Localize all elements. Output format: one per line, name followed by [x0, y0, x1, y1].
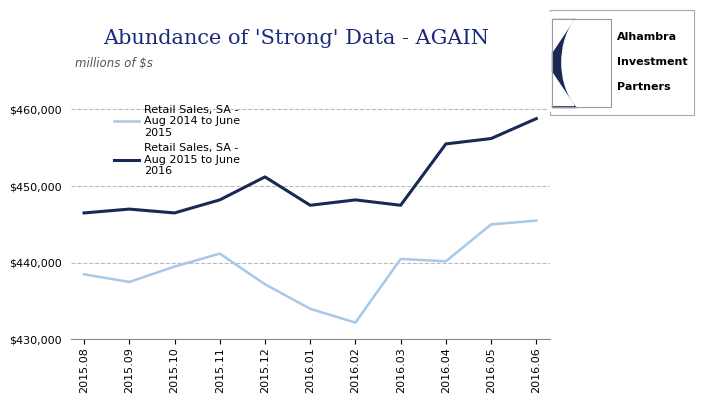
- Retail Sales, SA -
Aug 2015 to June
2016: [80, 211, 88, 216]
- Retail Sales, SA -
Aug 2015 to June
2016: [487, 136, 496, 141]
- Retail Sales, SA -
Aug 2015 to June
2016: [396, 203, 405, 208]
- Retail Sales, SA -
Aug 2014 to June
2015: [125, 279, 133, 284]
- Bar: [552, 19, 611, 108]
- Text: Partners: Partners: [618, 83, 671, 92]
- Retail Sales, SA -
Aug 2015 to June
2016: [351, 198, 360, 202]
- Bar: [552, 19, 611, 108]
- Retail Sales, SA -
Aug 2015 to June
2016: [216, 198, 224, 202]
- Retail Sales, SA -
Aug 2014 to June
2015: [441, 259, 450, 264]
- Text: Investment: Investment: [618, 57, 688, 67]
- Legend: Retail Sales, SA -
Aug 2014 to June
2015, Retail Sales, SA -
Aug 2015 to June
20: Retail Sales, SA - Aug 2014 to June 2015…: [114, 105, 240, 177]
- Retail Sales, SA -
Aug 2014 to June
2015: [351, 320, 360, 325]
- Retail Sales, SA -
Aug 2015 to June
2016: [125, 207, 133, 211]
- Retail Sales, SA -
Aug 2014 to June
2015: [216, 251, 224, 256]
- Polygon shape: [552, 72, 574, 106]
- Retail Sales, SA -
Aug 2015 to June
2016: [261, 174, 269, 179]
- Retail Sales, SA -
Aug 2015 to June
2016: [441, 142, 450, 146]
- Line: Retail Sales, SA -
Aug 2015 to June
2016: Retail Sales, SA - Aug 2015 to June 2016: [84, 119, 537, 213]
- Polygon shape: [552, 19, 574, 52]
- Text: millions of $s: millions of $s: [75, 56, 153, 70]
- Retail Sales, SA -
Aug 2015 to June
2016: [171, 211, 179, 216]
- Text: Alhambra: Alhambra: [618, 32, 678, 42]
- Retail Sales, SA -
Aug 2015 to June
2016: [306, 203, 314, 208]
- Retail Sales, SA -
Aug 2014 to June
2015: [306, 306, 314, 311]
- Line: Retail Sales, SA -
Aug 2014 to June
2015: Retail Sales, SA - Aug 2014 to June 2015: [84, 220, 537, 323]
- Retail Sales, SA -
Aug 2014 to June
2015: [171, 264, 179, 269]
- Retail Sales, SA -
Aug 2014 to June
2015: [396, 256, 405, 261]
- Retail Sales, SA -
Aug 2015 to June
2016: [532, 116, 541, 121]
- Retail Sales, SA -
Aug 2014 to June
2015: [487, 222, 496, 227]
- Circle shape: [562, 7, 636, 117]
- FancyBboxPatch shape: [550, 10, 694, 115]
- Retail Sales, SA -
Aug 2014 to June
2015: [261, 282, 269, 287]
- Retail Sales, SA -
Aug 2014 to June
2015: [80, 272, 88, 277]
- Retail Sales, SA -
Aug 2014 to June
2015: [532, 218, 541, 223]
- Text: Abundance of 'Strong' Data - AGAIN: Abundance of 'Strong' Data - AGAIN: [103, 29, 489, 47]
